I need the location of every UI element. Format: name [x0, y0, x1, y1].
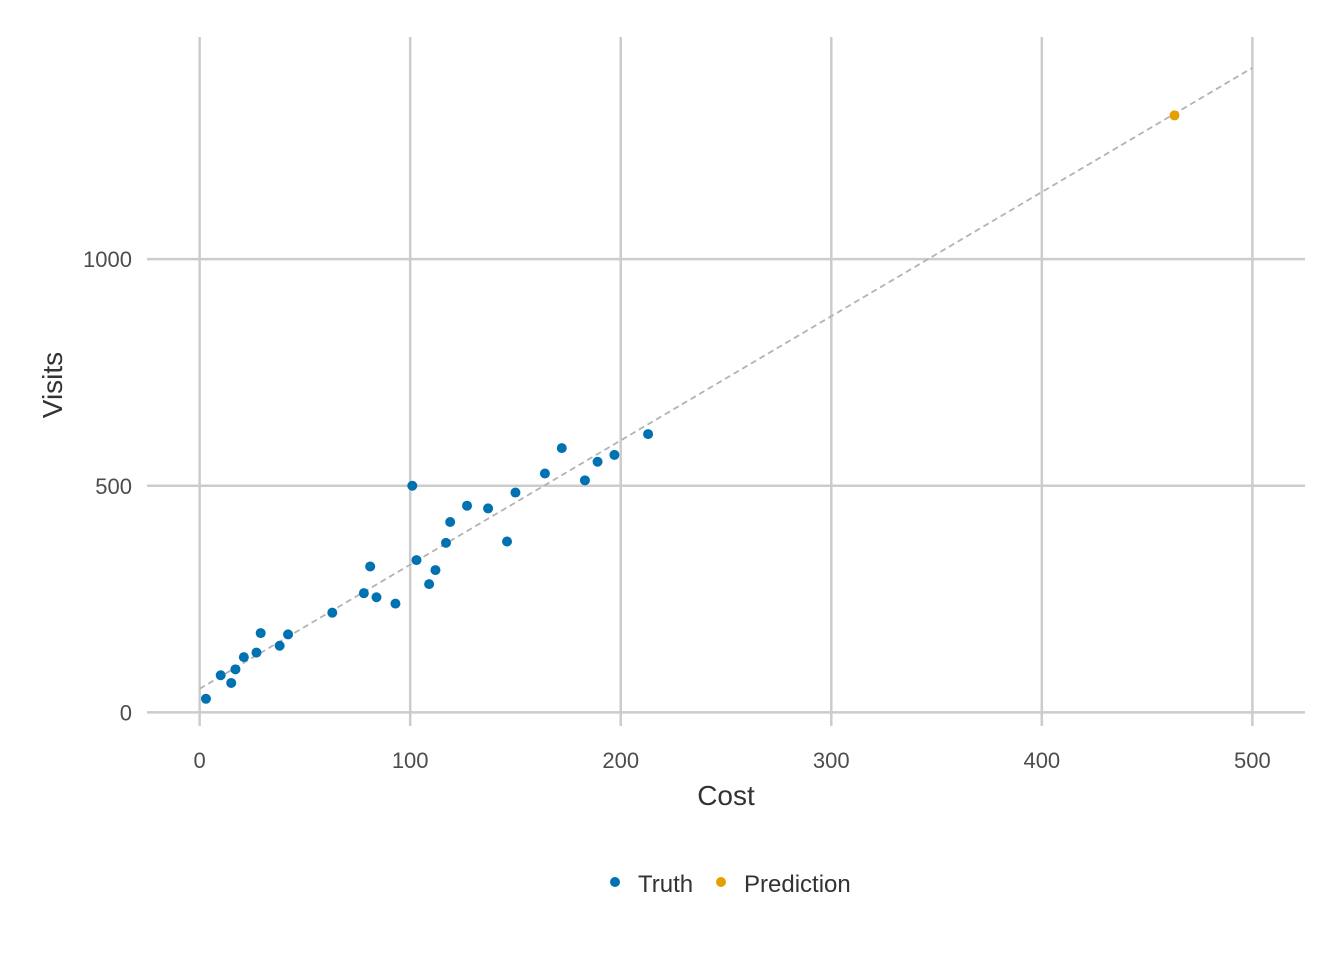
legend-truth-label: Truth	[638, 871, 693, 898]
y-axis-ticks: 0 500 1000	[83, 247, 132, 725]
truth-point	[255, 628, 266, 639]
y-axis-title: Visits	[37, 352, 68, 418]
legend-prediction-label: Prediction	[744, 871, 851, 898]
truth-point	[407, 480, 418, 491]
truth-point	[215, 670, 226, 681]
y-tick-label: 500	[95, 474, 132, 499]
truth-point	[440, 537, 451, 548]
truth-point	[371, 592, 382, 603]
x-axis-title: Cost	[697, 780, 755, 811]
truth-point	[510, 487, 521, 498]
x-tick-label: 0	[194, 748, 206, 773]
x-tick-label: 100	[392, 748, 429, 773]
truth-point	[358, 588, 369, 599]
truth-point	[238, 652, 249, 663]
fit-line-layer	[199, 67, 1253, 690]
truth-point	[609, 449, 620, 460]
truth-point	[502, 536, 513, 547]
truth-point	[327, 607, 338, 618]
prediction-point	[1169, 110, 1180, 121]
x-tick-label: 200	[602, 748, 639, 773]
y-tick-label: 1000	[83, 247, 132, 272]
y-tick-label: 0	[120, 700, 132, 725]
truth-point	[592, 456, 603, 467]
truth-point	[579, 475, 590, 486]
truth-point	[424, 579, 435, 590]
x-tick-label: 300	[813, 748, 850, 773]
grid	[147, 37, 1305, 726]
truth-point	[283, 629, 294, 640]
x-tick-label: 500	[1234, 748, 1271, 773]
truth-point	[430, 565, 441, 576]
legend-truth-marker	[610, 877, 620, 887]
legend-prediction-marker	[716, 877, 726, 887]
legend: Truth Prediction	[610, 871, 851, 898]
truth-point	[539, 468, 550, 479]
data-points	[200, 110, 1180, 704]
truth-point	[556, 443, 567, 454]
truth-point	[411, 555, 422, 566]
truth-point	[230, 664, 241, 675]
truth-point	[390, 598, 401, 609]
truth-point	[462, 500, 473, 511]
fit-line	[199, 67, 1253, 690]
truth-point	[365, 561, 376, 572]
truth-point	[643, 429, 654, 440]
truth-point	[445, 517, 456, 528]
truth-point	[226, 677, 237, 688]
truth-point	[200, 693, 211, 704]
truth-point	[483, 503, 494, 514]
x-tick-label: 400	[1023, 748, 1060, 773]
truth-point	[274, 640, 285, 651]
truth-point	[251, 647, 262, 658]
x-axis-ticks: 0 100 200 300 400 500	[194, 748, 1271, 773]
